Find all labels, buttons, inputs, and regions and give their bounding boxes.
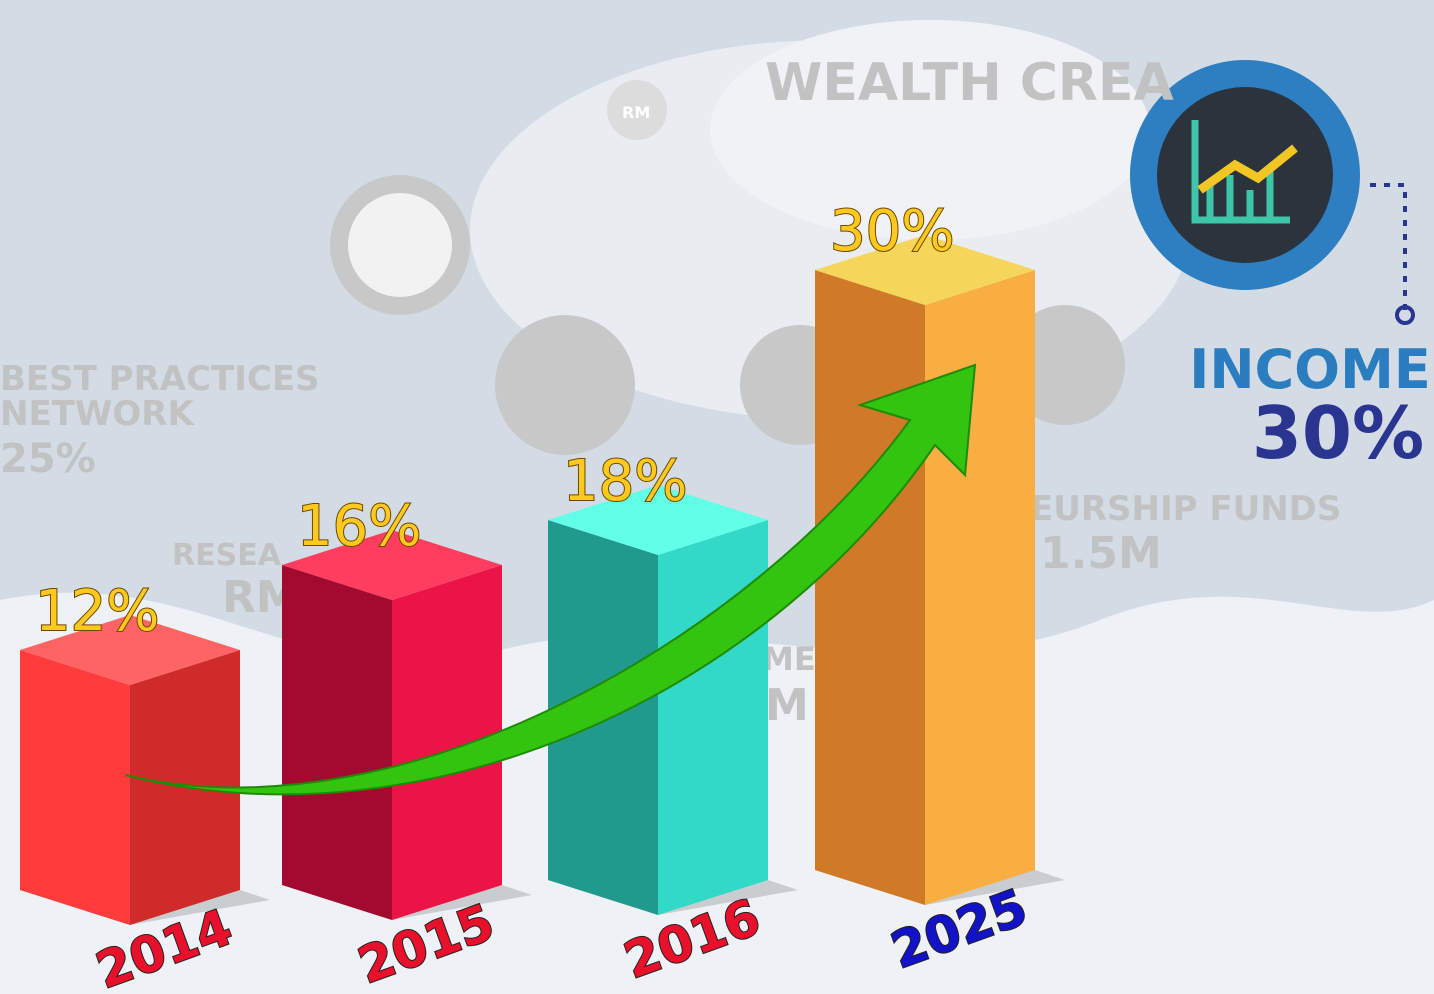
bar-top [815,235,1035,305]
icon-circle [495,315,635,455]
badge-icon [1191,120,1290,224]
bar-top [282,530,502,600]
background-text: WEALTH CREA [765,53,1174,113]
value-label: 12% [35,579,159,644]
coin [607,80,667,140]
value-label: 30% [830,199,954,264]
background-text: BEST PRACTICES [0,359,320,399]
cloud [710,20,1150,240]
bar-side [658,520,768,915]
bar-side [392,565,502,920]
bar-side [925,270,1035,905]
background-text: 25% [0,436,96,482]
growth-arrow [124,363,977,796]
background-text: M [765,680,809,731]
background-text: 1.5M [1040,528,1162,579]
bar-top [20,615,240,685]
badge-title: INCOME [1189,338,1430,401]
bar-top [548,485,768,555]
value-label: 18% [563,449,687,514]
category-label: 2014 [89,898,240,994]
background-text: EURSHIP FUNDS [1030,489,1341,529]
bar-front [282,565,392,920]
value-label: 16% [297,494,421,559]
badge-icon-arrow [1197,144,1298,194]
icon-circle [348,193,452,297]
background-text: RESEA [172,538,282,573]
background-text: ME [762,640,816,678]
bar-front [815,270,925,905]
badge-value: 30% [1252,391,1424,475]
connector-dot [1395,305,1415,325]
background-text: RM [622,103,650,122]
background-text: NETWORK [0,394,195,434]
bar-front [20,650,130,925]
